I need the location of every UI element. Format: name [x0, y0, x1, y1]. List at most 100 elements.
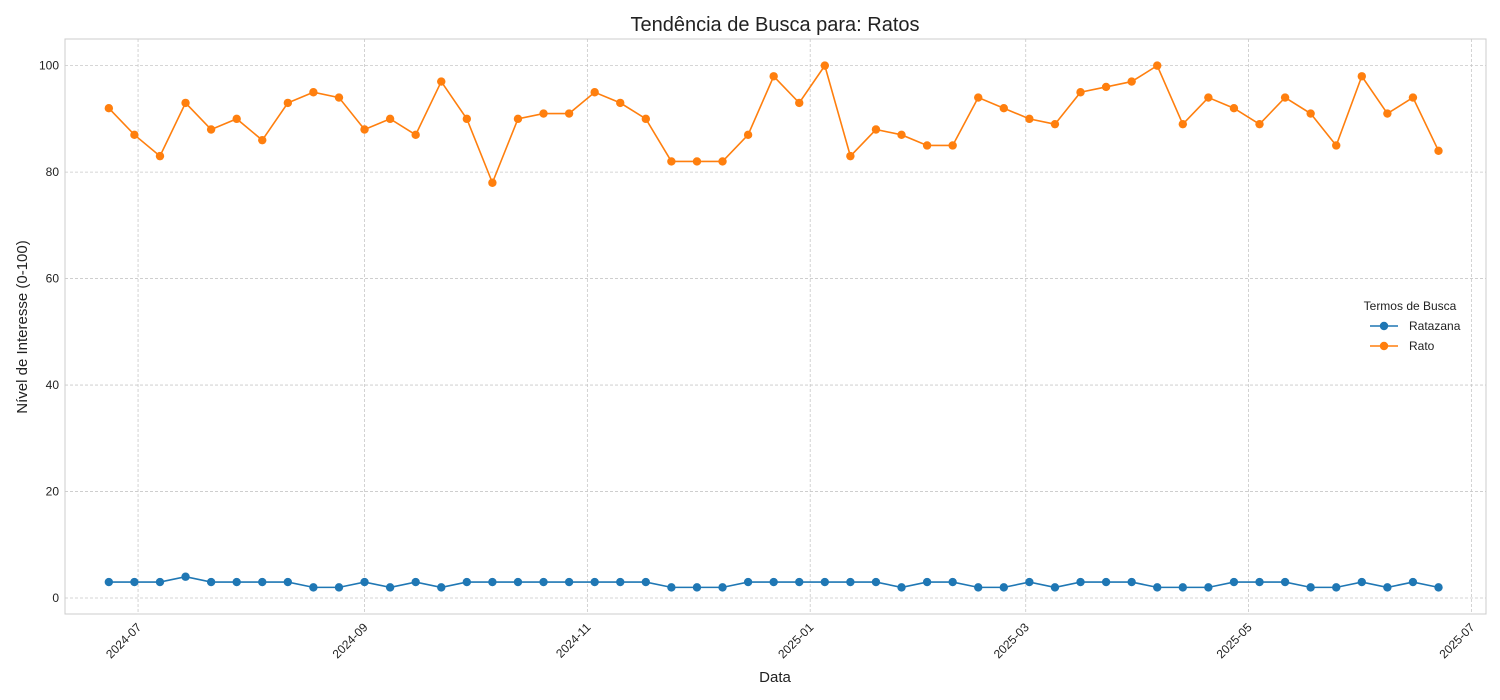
legend-marker [1379, 321, 1389, 331]
x-tick-label: 2025-01 [775, 620, 816, 661]
data-point [488, 577, 497, 587]
data-point [462, 577, 472, 587]
data-point [974, 583, 983, 592]
data-point [181, 98, 190, 108]
data-point [360, 577, 369, 587]
grid [65, 39, 1486, 614]
y-tick-label: 80 [46, 165, 60, 179]
data-point [1357, 577, 1366, 587]
data-point [488, 178, 497, 187]
data-point [232, 577, 241, 587]
data-point [1332, 141, 1341, 150]
data-point [897, 130, 906, 140]
data-point [1101, 82, 1111, 92]
data-point [1280, 577, 1290, 587]
data-point [769, 577, 778, 587]
data-point [743, 577, 753, 587]
legend: Termos de Busca Ratazana Rato [1364, 299, 1461, 353]
data-point [1357, 72, 1366, 81]
data-point [1255, 577, 1264, 587]
data-point [437, 583, 446, 592]
data-point [846, 151, 855, 161]
data-point [718, 157, 727, 166]
data-point [1434, 583, 1443, 592]
data-point [309, 583, 318, 592]
data-point [820, 61, 830, 70]
data-point [1408, 577, 1418, 587]
data-point [564, 109, 574, 118]
data-point [104, 577, 114, 587]
data-point [1127, 77, 1136, 86]
data-point [641, 114, 651, 124]
data-point [1332, 583, 1341, 592]
data-point [1178, 119, 1188, 129]
data-point [1280, 93, 1290, 102]
y-tick-labels: 0 20 40 60 80 100 [39, 59, 59, 605]
data-point [795, 98, 804, 108]
data-point [1306, 583, 1315, 592]
data-point [232, 114, 241, 124]
series-layer [104, 61, 1443, 592]
data-point [667, 583, 676, 592]
legend-item: Rato [1370, 339, 1435, 353]
data-point [1204, 93, 1213, 102]
x-tick-label: 2025-03 [991, 620, 1032, 661]
series-rato [104, 61, 1443, 187]
data-point [1178, 583, 1188, 592]
data-point [974, 93, 983, 102]
data-point [743, 130, 753, 140]
data-point [641, 577, 651, 587]
data-point [1025, 577, 1034, 587]
data-point [616, 98, 625, 108]
data-point [1255, 119, 1264, 129]
series-line [108, 63, 1440, 185]
data-point [718, 583, 727, 592]
data-point [1383, 109, 1392, 118]
data-point [820, 577, 830, 587]
data-point [1153, 583, 1162, 592]
data-point [258, 135, 267, 145]
data-point [309, 88, 318, 97]
data-point [590, 88, 599, 97]
data-point [999, 583, 1009, 592]
legend-item: Ratazana [1370, 319, 1461, 333]
data-point [130, 130, 139, 140]
data-point [692, 157, 702, 166]
data-point [1127, 577, 1136, 587]
data-point [1229, 577, 1239, 587]
data-point [1306, 109, 1315, 118]
data-point [1229, 104, 1239, 113]
data-point [283, 98, 293, 108]
data-point [283, 577, 293, 587]
data-point [206, 125, 216, 134]
data-point [411, 577, 420, 587]
data-point [897, 583, 906, 592]
data-point [999, 104, 1009, 113]
x-tick-label: 2025-05 [1214, 620, 1255, 661]
data-point [922, 141, 932, 150]
legend-title: Termos de Busca [1364, 299, 1457, 313]
data-point [1050, 119, 1060, 129]
data-point [692, 583, 702, 592]
data-point [334, 583, 344, 592]
x-tick-label: 2024-07 [103, 620, 144, 661]
data-point [616, 577, 625, 587]
data-point [334, 93, 344, 102]
data-point [1434, 146, 1443, 156]
data-point [539, 109, 548, 118]
data-point [667, 157, 676, 166]
legend-label: Ratazana [1409, 319, 1461, 333]
data-point [871, 125, 881, 134]
data-point [385, 583, 395, 592]
plot-frame [64, 38, 1487, 615]
data-point [360, 125, 369, 134]
data-point [1050, 583, 1060, 592]
data-point [411, 130, 420, 140]
data-point [258, 577, 267, 587]
data-point [104, 104, 114, 113]
x-tick-label: 2024-11 [553, 620, 594, 661]
data-point [437, 77, 446, 86]
data-point [539, 577, 548, 587]
data-point [206, 577, 216, 587]
